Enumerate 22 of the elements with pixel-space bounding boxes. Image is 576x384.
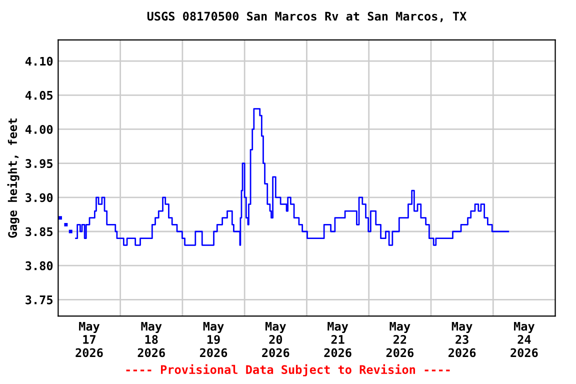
x-tick-label: May 24 2026	[510, 322, 538, 358]
chart-title: USGS 08170500 San Marcos Rv at San Marcos, TX	[147, 12, 466, 22]
x-tick-label: May 18 2026	[138, 322, 165, 358]
x-tick-label: May 22 2026	[386, 322, 414, 358]
x-tick-label: May 20 2026	[262, 322, 290, 358]
y-tick-label: 4.00	[25, 124, 53, 134]
point	[64, 222, 68, 226]
y-tick-label: 3.80	[26, 261, 53, 270]
point	[58, 216, 62, 220]
x-tick-label: May 17 2026	[76, 322, 103, 358]
y-tick-label: 4.10	[25, 56, 53, 66]
y-tick-label: 4.05	[25, 90, 53, 100]
x-tick-label: May 23 2026	[448, 322, 476, 358]
y-tick-label: 3.90	[26, 193, 53, 202]
y-tick-label: 3.85	[26, 227, 53, 236]
y-tick-label: 3.75	[26, 295, 53, 304]
text: ---- Provisional Data Subject to Revision ----	[126, 364, 450, 376]
x-tick-label: May 19 2026	[200, 322, 228, 358]
y-tick-label: 3.95	[26, 159, 53, 168]
y-axis-title: Gage height, feet	[7, 118, 20, 238]
point	[68, 230, 72, 234]
x-tick-label: May 21 2026	[324, 322, 352, 358]
